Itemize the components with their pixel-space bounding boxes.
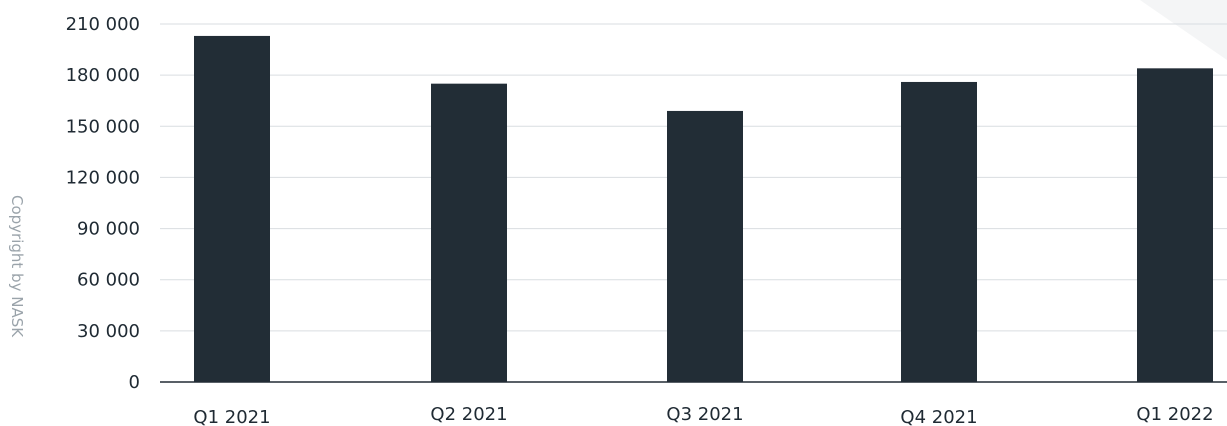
y-tick-label: 90 000 (77, 219, 140, 240)
x-category-label: Q1 2021 (193, 407, 270, 426)
x-category-label: Q4 2021 (900, 407, 977, 426)
y-tick-label: 180 000 (66, 65, 140, 86)
y-tick-label: 150 000 (66, 116, 140, 137)
x-category-label: Q2 2021 (430, 404, 507, 425)
corner-shade (1140, 0, 1227, 60)
bar (667, 110, 743, 382)
bar (1137, 68, 1213, 383)
bar (901, 81, 977, 382)
y-tick-label: 60 000 (77, 270, 140, 291)
x-axis-category-labels: Q1 2021 Q2 2021 Q3 2021 Q4 2021 Q1 2022 (193, 404, 1213, 426)
copyright-text: Copyright by NASK (8, 195, 26, 338)
y-tick-label: 30 000 (77, 321, 140, 342)
y-axis-tick-labels: 0 30 000 60 000 90 000 120 000 150 000 180 000… (66, 14, 140, 393)
y-tick-label: 210 000 (66, 14, 140, 35)
bar (431, 83, 507, 383)
y-tick-label: 120 000 (66, 167, 140, 188)
bars (194, 35, 1213, 383)
bar (194, 35, 270, 382)
x-category-label: Q3 2021 (666, 404, 743, 425)
y-tick-label: 0 (129, 372, 140, 393)
x-category-label: Q1 2022 (1136, 404, 1213, 425)
